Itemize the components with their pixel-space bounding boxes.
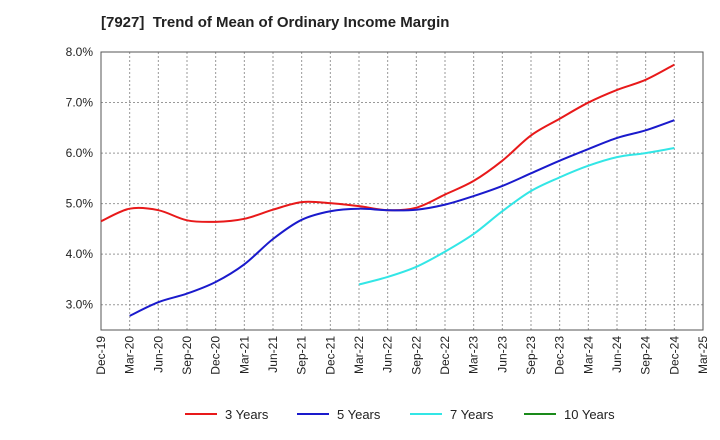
x-tick-label: Mar-21 [237,336,251,374]
chart-title: [7927] Trend of Mean of Ordinary Income … [101,14,450,31]
x-tick-label: Jun-22 [381,336,395,373]
x-tick-label: Sep-24 [639,336,653,375]
x-tick-label: Sep-21 [295,336,309,375]
grid [101,52,703,330]
x-axis: Dec-19 Mar-20 Jun-20 Sep-20 Dec-20 Mar-21 Jun-… [94,336,710,375]
y-tick-label: 6.0% [66,146,94,160]
x-tick-label: Mar-20 [123,336,137,374]
x-tick-label: Dec-24 [667,336,681,375]
x-tick-label: Dec-19 [94,336,108,375]
y-tick-label: 4.0% [66,247,94,261]
legend-label-3-years: 3 Years [225,407,269,422]
x-tick-label: Mar-23 [467,336,481,374]
y-tick-label: 3.0% [66,298,94,312]
x-tick-label: Jun-20 [151,336,165,373]
plot-area [100,51,704,331]
x-tick-label: Jun-23 [495,336,509,373]
y-tick-label: 7.0% [66,96,94,110]
legend-label-5-years: 5 Years [337,407,381,422]
legend: 3 Years 5 Years 7 Years 10 Years [185,407,615,422]
series-line-5-years [129,119,675,317]
legend-label-10-years: 10 Years [564,407,615,422]
x-tick-label: Dec-21 [323,336,337,375]
x-tick-label: Sep-23 [524,336,538,375]
x-tick-label: Dec-22 [438,336,452,375]
series-lines [100,63,675,317]
series-line-7-years [358,147,675,286]
x-tick-label: Dec-20 [209,336,223,375]
y-tick-label: 5.0% [66,197,94,211]
x-tick-label: Dec-23 [553,336,567,375]
x-tick-label: Mar-25 [696,336,710,374]
x-tick-label: Jun-21 [266,336,280,373]
x-tick-label: Sep-22 [409,336,423,375]
x-tick-label: Mar-24 [581,336,595,374]
legend-label-7-years: 7 Years [450,407,494,422]
x-tick-label: Jun-24 [610,336,624,373]
y-tick-label: 8.0% [66,45,94,59]
y-axis: 3.0% 4.0% 5.0% 6.0% 7.0% 8.0% [66,45,94,312]
x-tick-label: Sep-20 [180,336,194,375]
x-tick-label: Mar-22 [352,336,366,374]
